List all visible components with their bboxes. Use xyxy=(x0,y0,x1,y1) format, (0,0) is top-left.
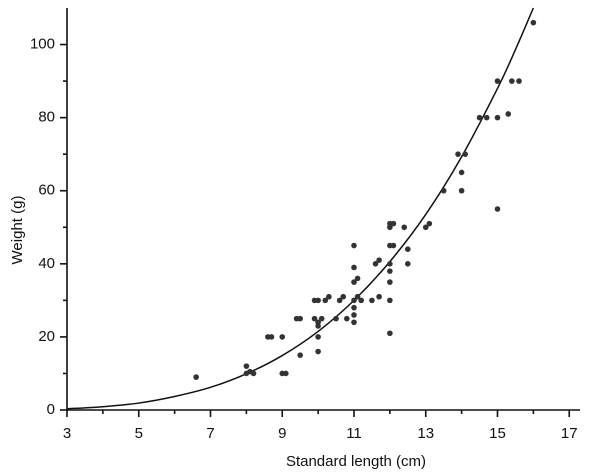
x-tick-label: 7 xyxy=(206,425,214,442)
y-tick-label: 80 xyxy=(38,109,55,126)
data-point xyxy=(387,297,393,304)
data-point xyxy=(268,334,275,340)
x-tick-label: 5 xyxy=(135,425,143,442)
x-tick-label: 3 xyxy=(63,425,71,442)
data-point xyxy=(333,315,339,322)
data-point xyxy=(279,334,286,340)
data-point xyxy=(297,352,303,358)
data-point xyxy=(462,151,469,157)
data-point xyxy=(311,315,318,322)
x-tick-label: 11 xyxy=(346,425,362,442)
y-tick-label: 0 xyxy=(47,401,55,418)
data-point xyxy=(458,169,465,176)
data-point xyxy=(390,242,397,249)
data-point xyxy=(351,304,357,311)
x-tick-label: 9 xyxy=(278,425,286,442)
data-point xyxy=(351,297,357,304)
x-axis-label: Standard length (cm) xyxy=(286,453,426,470)
data-point xyxy=(440,187,447,194)
data-point xyxy=(351,242,357,249)
data-point xyxy=(351,312,357,318)
data-point xyxy=(351,279,357,285)
x-tick-label: 17 xyxy=(561,425,578,442)
data-point xyxy=(387,261,393,267)
y-tick-label: 20 xyxy=(38,328,55,345)
data-point xyxy=(387,268,393,274)
data-point xyxy=(315,297,321,304)
data-point xyxy=(387,279,393,285)
data-point xyxy=(354,275,361,282)
data-point xyxy=(505,111,512,117)
data-point xyxy=(322,297,329,304)
data-point xyxy=(318,315,325,322)
data-point xyxy=(509,78,515,84)
y-tick-label: 100 xyxy=(30,36,55,53)
data-point xyxy=(476,114,483,121)
y-tick-label: 60 xyxy=(38,182,55,199)
data-point xyxy=(516,78,522,84)
data-point xyxy=(494,78,501,84)
data-point xyxy=(369,297,375,304)
data-point xyxy=(315,334,321,340)
y-tick-label: 40 xyxy=(38,255,55,272)
data-point xyxy=(376,257,382,263)
data-point xyxy=(193,374,199,380)
data-point xyxy=(455,151,461,157)
data-point xyxy=(426,220,433,227)
data-point xyxy=(243,363,250,369)
data-point xyxy=(358,297,364,304)
data-point xyxy=(387,330,393,337)
data-point xyxy=(401,224,408,231)
data-point xyxy=(405,261,411,267)
data-point xyxy=(483,114,490,121)
data-point xyxy=(340,293,347,300)
data-point xyxy=(422,224,429,231)
data-point xyxy=(344,315,350,322)
data-point xyxy=(354,293,361,300)
data-point xyxy=(351,319,357,326)
data-point xyxy=(494,114,501,121)
x-tick-label: 13 xyxy=(417,425,434,442)
y-axis-label: Weight (g) xyxy=(9,196,26,265)
data-point xyxy=(458,187,465,194)
data-point xyxy=(297,315,303,322)
data-point xyxy=(405,246,411,252)
data-point xyxy=(326,293,332,300)
data-point xyxy=(315,323,321,329)
data-point xyxy=(372,261,379,267)
fit-curve xyxy=(66,7,535,410)
x-tick-label: 15 xyxy=(489,425,506,442)
data-point xyxy=(390,220,397,227)
data-point xyxy=(283,370,289,377)
data-point xyxy=(315,348,321,355)
data-point xyxy=(530,19,537,26)
data-point xyxy=(336,297,343,304)
data-point xyxy=(494,206,501,212)
data-point xyxy=(351,264,357,271)
data-point xyxy=(250,370,257,377)
data-point xyxy=(376,293,382,300)
